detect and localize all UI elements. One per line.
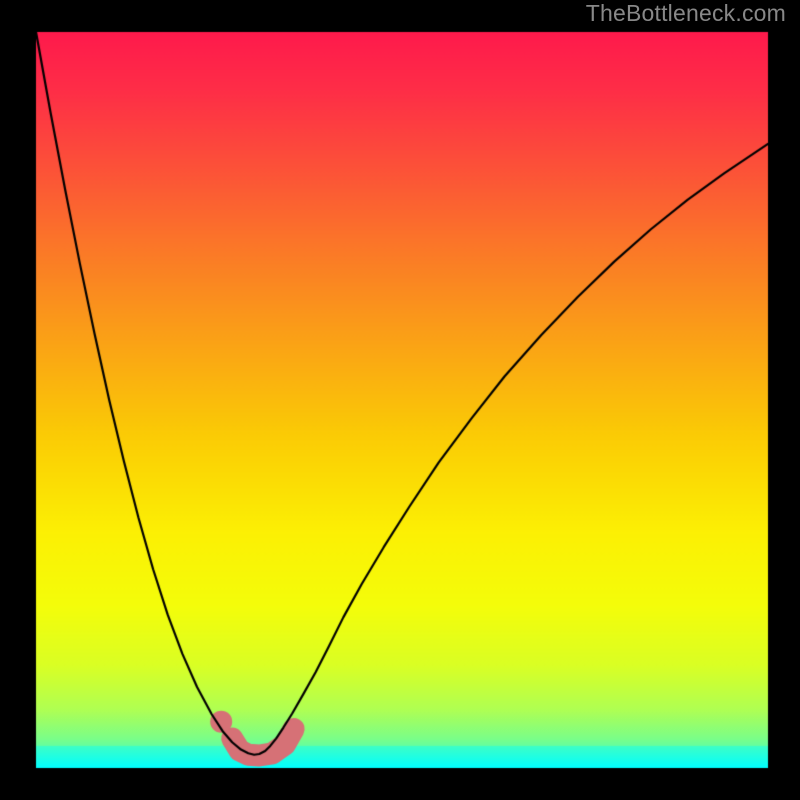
watermark-text: TheBottleneck.com <box>586 0 786 27</box>
chart-root: TheBottleneck.com <box>0 0 800 800</box>
bottleneck-curve-chart <box>0 0 800 800</box>
